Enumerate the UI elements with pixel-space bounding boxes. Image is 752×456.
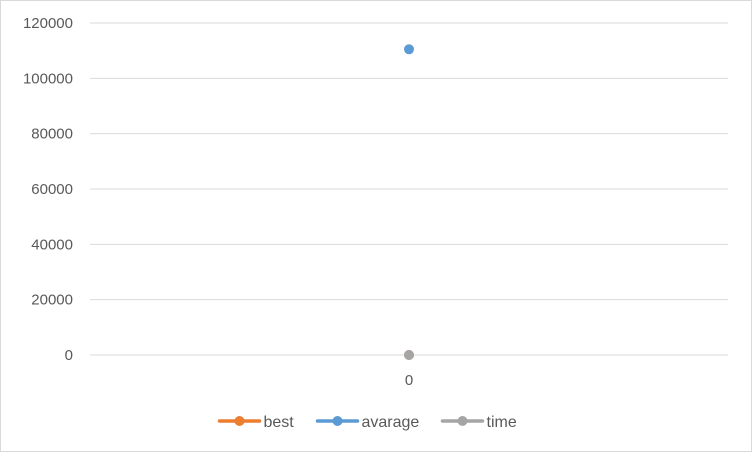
y-tick-label: 120000 bbox=[23, 15, 73, 32]
y-tick-label: 20000 bbox=[31, 292, 73, 309]
y-tick-label: 0 bbox=[65, 347, 73, 364]
legend-label: time bbox=[487, 414, 517, 431]
x-axis-ticks: 0 bbox=[405, 372, 413, 389]
series-point-avarage bbox=[404, 44, 414, 55]
legend-marker bbox=[457, 416, 468, 426]
legend-item-time: time bbox=[440, 414, 517, 431]
legend: best avarage time bbox=[217, 414, 517, 431]
y-axis-ticks: 0 20000 40000 60000 80000 100000 120000 bbox=[23, 15, 73, 364]
x-tick-label: 0 bbox=[405, 372, 413, 389]
series-markers bbox=[404, 44, 414, 360]
y-tick-label: 80000 bbox=[31, 126, 73, 143]
legend-item-avarage: avarage bbox=[315, 414, 420, 431]
legend-label: avarage bbox=[362, 414, 420, 431]
legend-item-best: best bbox=[217, 414, 295, 431]
gridlines bbox=[90, 22, 728, 356]
y-tick-label: 100000 bbox=[23, 70, 73, 87]
legend-label: best bbox=[264, 414, 295, 431]
y-tick-label: 60000 bbox=[31, 181, 73, 198]
legend-marker bbox=[234, 416, 245, 426]
y-tick-label: 40000 bbox=[31, 236, 73, 253]
series-point-time bbox=[404, 350, 414, 360]
legend-marker bbox=[332, 416, 343, 426]
